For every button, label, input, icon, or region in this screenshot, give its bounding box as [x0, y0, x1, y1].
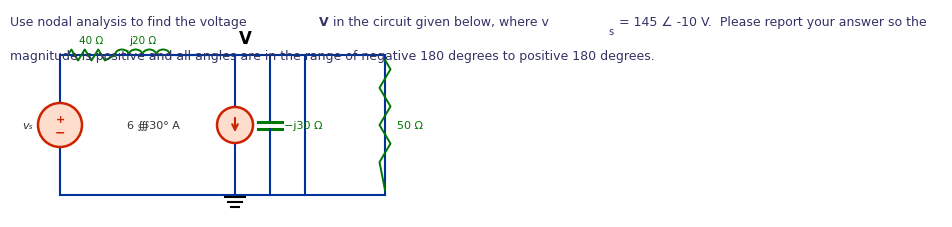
Text: vₛ: vₛ: [23, 121, 33, 131]
Text: 6 ∰30° A: 6 ∰30° A: [127, 121, 180, 131]
Text: 50 Ω: 50 Ω: [397, 121, 423, 131]
Text: = 145 ∠ -10 V.  Please report your answer so the: = 145 ∠ -10 V. Please report your answer…: [614, 16, 925, 29]
Text: −j30 Ω: −j30 Ω: [284, 121, 322, 131]
Text: j20 Ω: j20 Ω: [129, 36, 156, 46]
Text: V: V: [239, 30, 251, 48]
Text: +: +: [55, 114, 65, 124]
Text: s: s: [607, 27, 612, 37]
Text: in the circuit given below, where v: in the circuit given below, where v: [328, 16, 548, 29]
Text: magnitude is positive and all angles are in the range of negative 180 degrees to: magnitude is positive and all angles are…: [10, 50, 654, 63]
Circle shape: [38, 104, 82, 147]
Text: −: −: [54, 126, 65, 139]
Text: V: V: [319, 16, 328, 29]
Circle shape: [217, 108, 252, 143]
Text: 40 Ω: 40 Ω: [79, 36, 104, 46]
Text: Use nodal analysis to find the voltage: Use nodal analysis to find the voltage: [10, 16, 249, 29]
